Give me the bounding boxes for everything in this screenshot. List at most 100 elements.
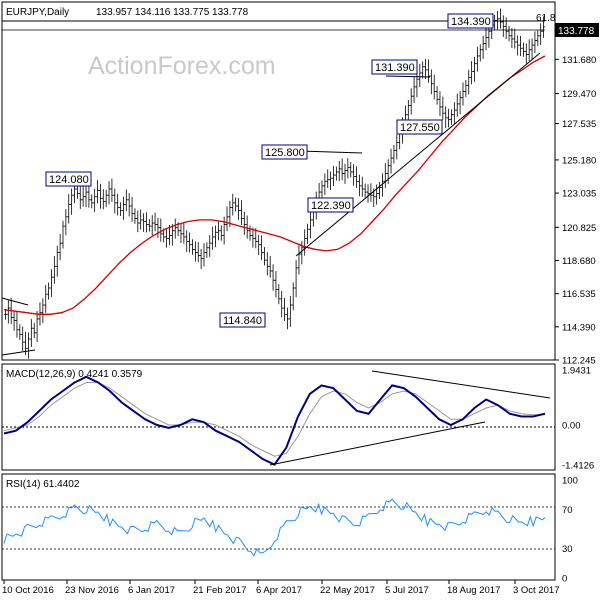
candle [283, 297, 287, 321]
candle [271, 264, 275, 291]
candle [467, 69, 471, 95]
price-candles [3, 8, 546, 359]
candle [98, 183, 102, 209]
candle [375, 184, 379, 205]
candle [96, 180, 100, 204]
candle [306, 223, 310, 244]
candle [363, 183, 367, 198]
candle [455, 93, 459, 117]
candle [205, 242, 209, 258]
macd-header: MACD(12,26,9) 0.4241 0.3579 [6, 369, 143, 380]
candle [472, 57, 476, 82]
candle [104, 189, 108, 207]
candle [165, 229, 169, 248]
rsi-header: RSI(14) 61.4402 [6, 479, 80, 490]
candle [340, 158, 344, 181]
candle [173, 218, 177, 239]
candle [513, 28, 517, 49]
candle [93, 188, 97, 213]
annotation-127550: 127.550 [396, 119, 443, 135]
candle [81, 186, 85, 207]
candle [429, 69, 433, 95]
candle [366, 184, 370, 203]
candle [435, 86, 439, 105]
candle [536, 30, 540, 46]
candle [294, 259, 298, 298]
macd-trendline-upper [371, 370, 551, 399]
candle [202, 243, 206, 267]
candle [277, 284, 281, 305]
symbol-label: EURJPY,Daily [6, 7, 69, 18]
candle [498, 8, 502, 29]
candle [52, 255, 56, 284]
x-tick-label: 3 Oct 2017 [513, 585, 559, 596]
macd-y-tick-label: 1.9431 [562, 366, 591, 377]
candle [378, 182, 382, 200]
price-y-tick-label: 116.535 [562, 289, 596, 300]
x-tick-label: 6 Jan 2017 [128, 585, 175, 596]
candle [84, 185, 88, 208]
annotation-124080: 124.080 [45, 171, 92, 187]
candle [521, 42, 525, 57]
candle [110, 178, 114, 202]
x-axis: 10 Oct 2016 23 Nov 2016 6 Jan 2017 21 Feb 2… [2, 580, 559, 596]
candle [18, 324, 22, 340]
candle [190, 239, 194, 255]
price-y-tick-label: 112.245 [562, 356, 596, 367]
candle [199, 248, 203, 269]
candle [219, 225, 223, 241]
trendline-lower-left [1, 349, 36, 356]
candle [49, 269, 53, 298]
candle [510, 27, 514, 49]
price-y-tick-label: 123.035 [562, 189, 596, 200]
candle [308, 212, 312, 239]
rsi-y-tick-label: 70 [562, 505, 573, 516]
candle [170, 224, 174, 246]
candle [260, 235, 264, 261]
candle [257, 234, 261, 256]
x-tick-label: 6 Apr 2017 [256, 585, 302, 596]
candle [288, 295, 292, 327]
candle [360, 176, 364, 197]
annotation-122390: 122.390 [307, 197, 354, 213]
candle [533, 31, 537, 54]
price-y-axis: 131.680 129.470 127.535 125.180 123.035 120.8… [555, 55, 596, 367]
x-tick-label: 22 May 2017 [320, 585, 375, 596]
candle [231, 193, 235, 216]
candle [303, 229, 307, 256]
candle [539, 23, 543, 45]
annotation-134390: 134.390 [447, 13, 494, 29]
candle [156, 217, 160, 239]
candle [323, 173, 327, 196]
candle [139, 209, 143, 230]
candle [274, 271, 278, 298]
candle [346, 158, 350, 179]
candle [254, 228, 258, 249]
candle [12, 310, 16, 331]
candle [352, 164, 356, 186]
candle [142, 213, 146, 232]
candle [47, 282, 51, 300]
candle [291, 282, 295, 311]
candle [107, 181, 111, 205]
candle [524, 43, 528, 64]
candle [61, 220, 65, 249]
macd-y-tick-label: -1.4126 [562, 461, 594, 472]
candle [334, 166, 338, 181]
candle [421, 61, 425, 79]
candle [395, 134, 399, 160]
candle [343, 163, 347, 184]
candle [449, 109, 453, 125]
candle [251, 227, 255, 248]
candle [329, 171, 333, 191]
candle [406, 100, 410, 121]
candle [265, 252, 269, 276]
candle [248, 225, 252, 241]
last-price-marker: 133.778 [555, 23, 599, 37]
candle [216, 221, 220, 241]
candle [239, 200, 243, 226]
price-y-tick-label: 125.180 [562, 155, 596, 166]
price-y-tick-label: 118.680 [562, 256, 596, 267]
price-y-tick-label: 120.825 [562, 223, 596, 234]
moving-average-line [3, 55, 546, 315]
